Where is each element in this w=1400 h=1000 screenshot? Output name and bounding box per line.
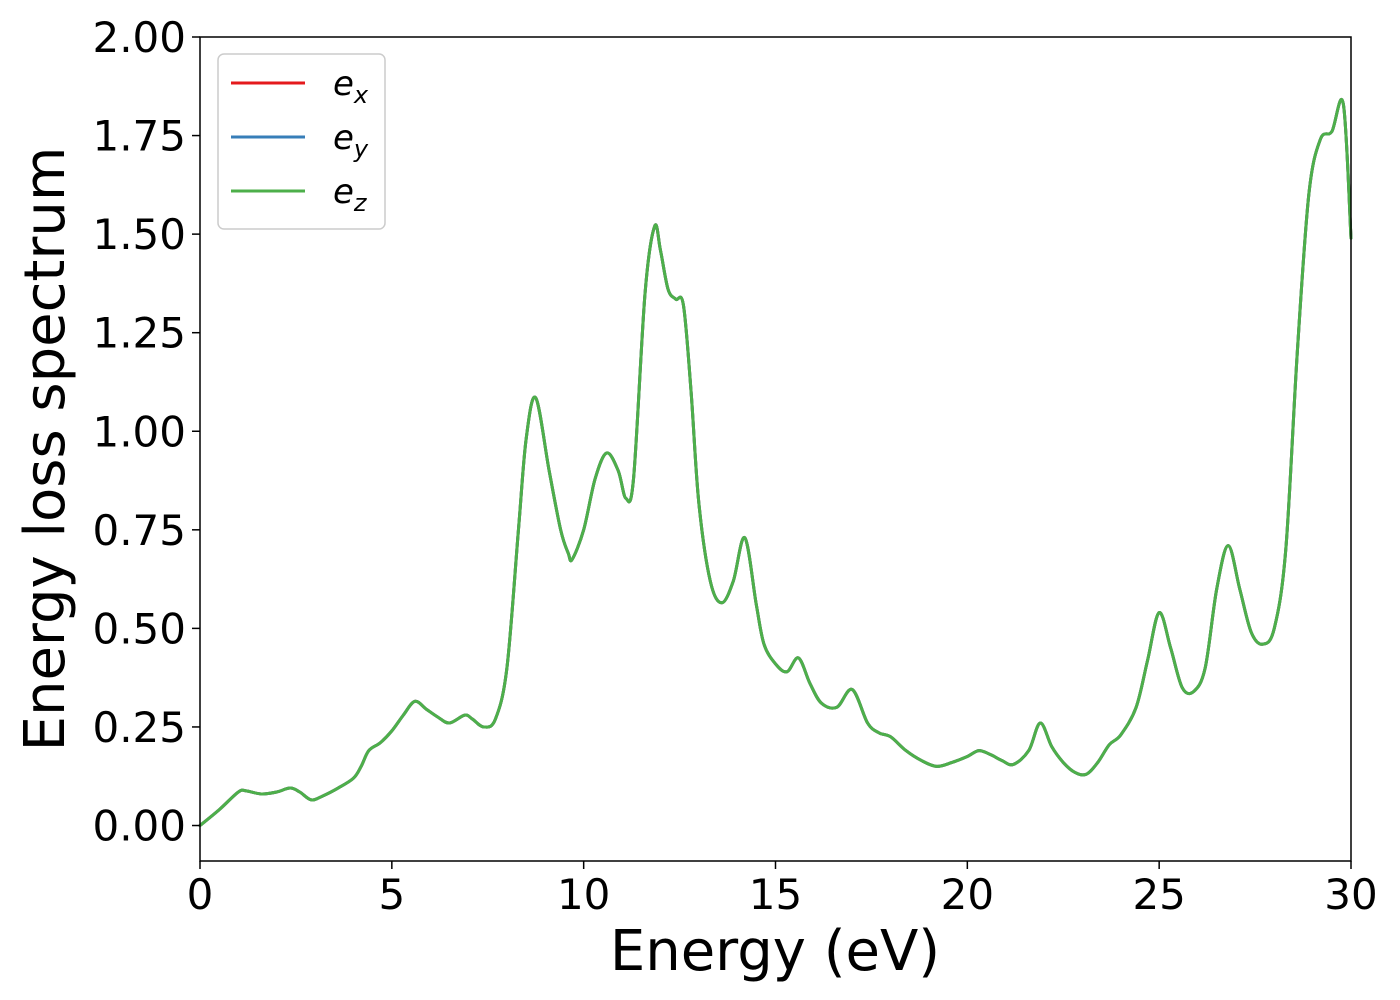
x-tick-label: 30 bbox=[1324, 870, 1377, 919]
series-line-e-z bbox=[198, 98, 1353, 828]
y-tick-label: 1.75 bbox=[92, 112, 186, 161]
y-tick-label: 0.25 bbox=[92, 703, 186, 752]
y-tick-label: 1.00 bbox=[92, 407, 186, 456]
legend-label-ey: ey bbox=[333, 118, 369, 163]
x-tick-label: 15 bbox=[749, 870, 802, 919]
x-axis-ticks: 0 5 10 15 20 25 30 bbox=[187, 861, 1378, 919]
y-tick-label: 0.00 bbox=[92, 802, 186, 851]
y-axis-ticks: 0.00 0.25 0.50 0.75 1.00 1.25 1.50 1.75 2.00 bbox=[92, 13, 200, 851]
legend-label-ex: ex bbox=[333, 64, 369, 109]
y-tick-label: 0.75 bbox=[92, 506, 186, 555]
y-tick-label: 1.50 bbox=[92, 210, 186, 259]
x-axis-title: Energy (eV) bbox=[610, 919, 940, 984]
y-tick-label: 1.25 bbox=[92, 309, 186, 358]
legend: ex ey ez bbox=[217, 53, 386, 230]
y-axis-title: Energy loss spectrum bbox=[13, 147, 78, 752]
legend-box bbox=[217, 53, 386, 230]
series-lines bbox=[198, 98, 1353, 828]
x-tick-label: 5 bbox=[378, 870, 405, 919]
x-tick-label: 25 bbox=[1132, 870, 1185, 919]
y-tick-label: 2.00 bbox=[92, 13, 186, 62]
x-tick-label: 20 bbox=[941, 870, 994, 919]
x-tick-label: 0 bbox=[187, 870, 214, 919]
y-tick-label: 0.50 bbox=[92, 604, 186, 653]
x-tick-label: 10 bbox=[557, 870, 610, 919]
legend-label-ez: ez bbox=[333, 172, 368, 217]
